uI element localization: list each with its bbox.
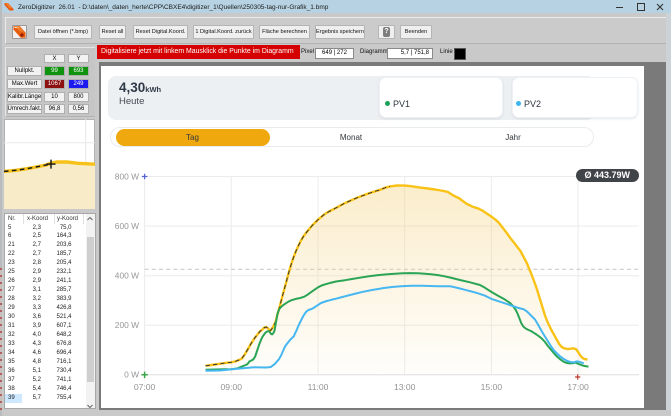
svg-text:07:00: 07:00 bbox=[134, 382, 156, 392]
svg-text:800 W: 800 W bbox=[115, 171, 139, 181]
svg-text:09:00: 09:00 bbox=[221, 382, 243, 392]
svg-text:400 W: 400 W bbox=[115, 271, 139, 281]
svg-text:13:00: 13:00 bbox=[394, 382, 416, 392]
svg-text:200 W: 200 W bbox=[115, 320, 139, 330]
svg-text:15:00: 15:00 bbox=[481, 382, 503, 392]
svg-text:11:00: 11:00 bbox=[308, 382, 329, 392]
svg-text:600 W: 600 W bbox=[115, 221, 139, 231]
svg-text:17:00: 17:00 bbox=[567, 382, 589, 392]
svg-text:0 W: 0 W bbox=[124, 370, 139, 380]
